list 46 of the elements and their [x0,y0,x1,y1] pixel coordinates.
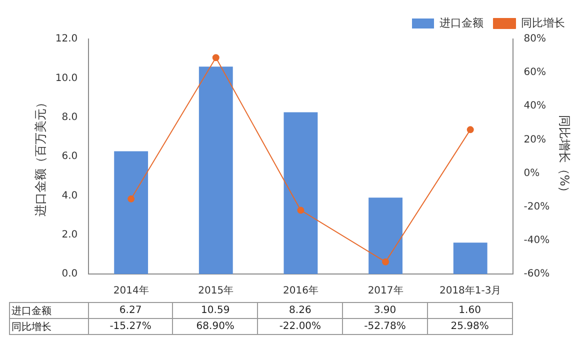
y2-tick-label: 20% [524,134,546,146]
y2-tick-label: -60% [524,268,550,280]
point [212,54,220,62]
legend-label: 进口金额 [440,16,484,30]
data-label: 1.60 [427,302,512,318]
data-label: -22.00% [258,318,343,334]
point [466,126,474,134]
point [297,206,304,214]
bar [453,242,488,274]
y2-tick-label: 60% [524,67,546,78]
y2-axis-title: 同比增长（%） [558,114,572,198]
y-tick-label: 10.0 [55,72,78,84]
bar [284,112,318,274]
data-label: 6.27 [88,302,173,318]
text: 同比增长 [12,322,52,332]
y-tick-label: 2.0 [62,229,78,240]
x-tick-label: 2014年 [113,284,149,297]
y2-tick-label: -20% [524,201,550,212]
data-label: 25.98% [427,318,512,334]
x-tick-label: 2018年1-3月 [439,284,502,297]
y-tick-label: 4.0 [62,190,78,202]
y2-tick-label: -40% [524,235,550,246]
y-tick-label: 8.0 [62,112,78,123]
bar [114,151,148,274]
bar [198,66,233,274]
y2-tick-label: 0% [524,168,540,179]
x-tick-label: 2015年 [198,284,234,297]
data-label: -15.27% [88,318,173,334]
data-label: -52.78% [342,318,428,334]
data-label: 68.90% [172,318,258,334]
legend-label: 同比增长 [521,16,565,30]
data-label: 8.26 [258,302,343,318]
data-label: 10.59 [172,302,258,318]
text: 进口金额 [12,306,52,316]
y-tick-label: 12.0 [55,34,78,45]
y-tick-label: 6.0 [62,151,78,162]
data-label: 3.90 [342,302,428,318]
x-tick-label: 2017年 [368,284,404,297]
y2-tick-label: 40% [524,100,546,112]
bar [368,198,402,274]
point [382,258,390,266]
x-tick-label: 2016年 [282,284,318,297]
y-axis-title: 进口金额（百万美元） [33,96,48,216]
point [128,195,135,202]
y-tick-label: 0.0 [62,268,78,280]
y2-tick-label: 80% [524,34,546,45]
